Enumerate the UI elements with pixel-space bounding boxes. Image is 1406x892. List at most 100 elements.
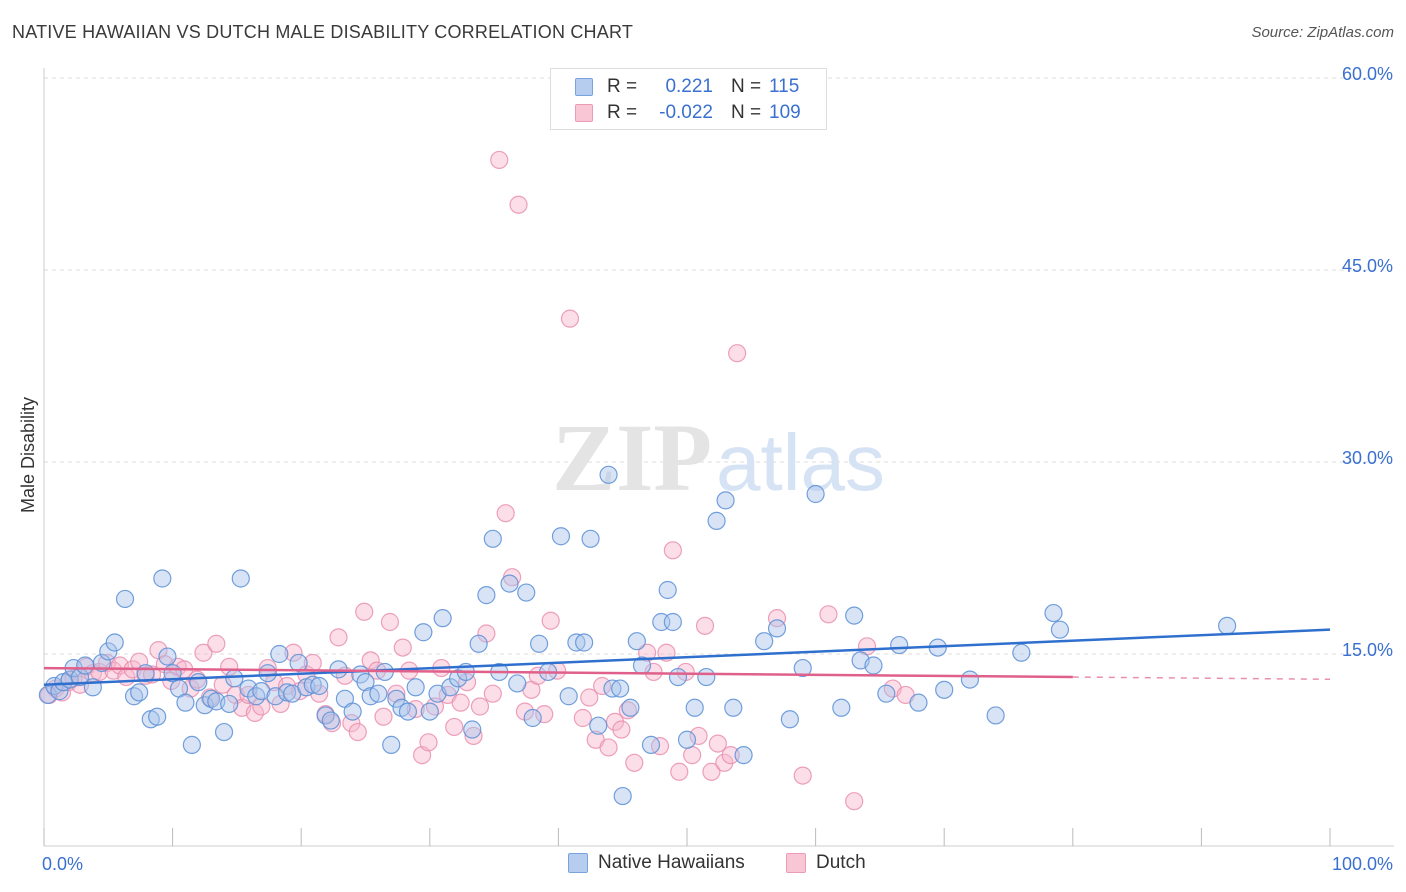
native-hawaiian-point bbox=[685, 698, 704, 717]
native-hawaiian-point bbox=[406, 678, 425, 697]
native-hawaiian-point bbox=[258, 664, 277, 683]
native-hawaiian-point bbox=[45, 676, 64, 696]
source-label: Source: ZipAtlas.com bbox=[1251, 24, 1394, 41]
native-hawaiian-point bbox=[986, 706, 1005, 725]
native-hawaiian-point bbox=[780, 710, 799, 729]
native-hawaiian-point bbox=[202, 689, 221, 708]
dutch-point bbox=[342, 714, 361, 733]
native-hawaiian-point bbox=[398, 702, 418, 721]
dutch-point bbox=[207, 634, 226, 653]
native-hawaiian-point bbox=[767, 619, 787, 638]
dutch-point bbox=[194, 643, 213, 662]
legend-r-label: R = bbox=[607, 76, 638, 97]
native-hawaiian-point bbox=[1012, 643, 1031, 662]
bottom-swatch-pink bbox=[786, 853, 806, 873]
native-hawaiian-point bbox=[469, 634, 488, 653]
dutch-point bbox=[355, 602, 374, 621]
native-hawaiian-point bbox=[38, 685, 57, 705]
native-hawaiian-point bbox=[477, 586, 496, 605]
native-hawaiian-point bbox=[724, 698, 743, 717]
native-hawaiian-point bbox=[189, 673, 208, 692]
native-hawaiian-point bbox=[115, 589, 135, 609]
native-hawaiian-point bbox=[231, 569, 250, 588]
native-hawaiian-point bbox=[627, 632, 646, 651]
native-hawaiian-point bbox=[707, 511, 726, 530]
native-hawaiian-point bbox=[877, 684, 896, 703]
native-hawaiian-point bbox=[214, 722, 234, 742]
bottom-legend-label: Native Hawaiians bbox=[598, 852, 745, 873]
dutch-trend-line bbox=[43, 666, 1073, 679]
native-hawaiian-point bbox=[603, 679, 622, 698]
bottom-swatch-blue bbox=[568, 853, 588, 873]
native-hawaiian-point bbox=[270, 644, 289, 664]
dutch-point bbox=[599, 738, 618, 757]
dutch-point bbox=[451, 693, 470, 712]
native-hawaiian-point bbox=[599, 465, 618, 484]
native-hawaiian-point bbox=[641, 735, 661, 754]
legend-n-value: 109 bbox=[769, 102, 801, 123]
native-hawaiian-point bbox=[677, 730, 697, 749]
dutch-point bbox=[490, 150, 509, 170]
dutch-trend-extension bbox=[1072, 676, 1331, 681]
dutch-point bbox=[721, 746, 740, 765]
native-hawaiian-point bbox=[621, 698, 640, 717]
native-hawaiian-point bbox=[387, 689, 406, 708]
correlation-legend: R = 0.221 N = 115 R = -0.022 N = 109 bbox=[550, 68, 827, 130]
native-hawaiian-point bbox=[433, 609, 452, 628]
dutch-point bbox=[509, 195, 528, 214]
native-hawaiian-point bbox=[463, 720, 482, 739]
dutch-point bbox=[560, 309, 580, 328]
legend-n-value: 115 bbox=[769, 76, 800, 97]
bottom-legend-label: Dutch bbox=[816, 852, 866, 873]
native-hawaiian-point bbox=[99, 642, 118, 661]
native-hawaiian-point bbox=[176, 693, 195, 712]
dutch-point bbox=[220, 657, 239, 676]
bottom-legend-native-hawaiians[interactable]: Native Hawaiians bbox=[568, 852, 745, 874]
native-hawaiian-point bbox=[697, 667, 716, 687]
native-hawaiian-point bbox=[613, 786, 632, 806]
dutch-point bbox=[477, 624, 496, 643]
native-hawaiian-point bbox=[832, 698, 851, 717]
dutch-point bbox=[387, 684, 406, 703]
x-tick-label-max: 100.0% bbox=[1332, 854, 1393, 874]
native-hawaiian-point bbox=[935, 680, 954, 699]
dutch-point bbox=[845, 792, 864, 811]
x-tick-label-min: 0.0% bbox=[42, 854, 83, 874]
dutch-point bbox=[612, 720, 631, 739]
native-hawaiian-point bbox=[289, 653, 308, 673]
native-hawaiian-point bbox=[1218, 616, 1237, 635]
native-hawaiian-point bbox=[890, 635, 909, 655]
native-hawaiian-point bbox=[303, 675, 322, 694]
grid-layer bbox=[44, 77, 1394, 655]
legend-row-dutch: R = -0.022 N = 109 bbox=[575, 101, 801, 125]
dutch-point bbox=[618, 701, 637, 720]
y-tick-label: 45.0% bbox=[1342, 256, 1393, 276]
native-hawaiian-point bbox=[76, 656, 95, 675]
native-hawaiian-point bbox=[153, 569, 172, 588]
dutch-point bbox=[670, 762, 689, 781]
native-hawaiian-point bbox=[559, 687, 578, 706]
native-hawaiian-point bbox=[658, 580, 677, 600]
native-hawaiian-point bbox=[382, 735, 401, 754]
native-hawaiian-point bbox=[1044, 603, 1063, 623]
native-hawaiian-point bbox=[575, 633, 594, 652]
native-hawaiian-point bbox=[793, 658, 812, 678]
native-hawaiian-point bbox=[369, 684, 388, 703]
native-hawaiian-point bbox=[1050, 620, 1070, 639]
bottom-legend-dutch[interactable]: Dutch bbox=[786, 852, 866, 874]
legend-row-native-hawaiians: R = 0.221 N = 115 bbox=[575, 75, 799, 99]
native-hawaiian-point bbox=[158, 647, 177, 666]
y-tick-label: 60.0% bbox=[1342, 64, 1393, 84]
dutch-points bbox=[40, 150, 915, 811]
native-hawaiian-point bbox=[182, 735, 201, 754]
native-hawaiian-point bbox=[716, 491, 735, 510]
native-hawaiian-point bbox=[105, 633, 124, 652]
native-hawaiian-point bbox=[663, 612, 682, 632]
dutch-point bbox=[689, 726, 708, 746]
dutch-point bbox=[470, 697, 490, 716]
native-hawaiian-point bbox=[589, 716, 608, 735]
native-hawaiian-point bbox=[50, 682, 69, 701]
native-hawaiian-point bbox=[508, 674, 527, 693]
chart-title: NATIVE HAWAIIAN VS DUTCH MALE DISABILITY… bbox=[12, 22, 634, 42]
